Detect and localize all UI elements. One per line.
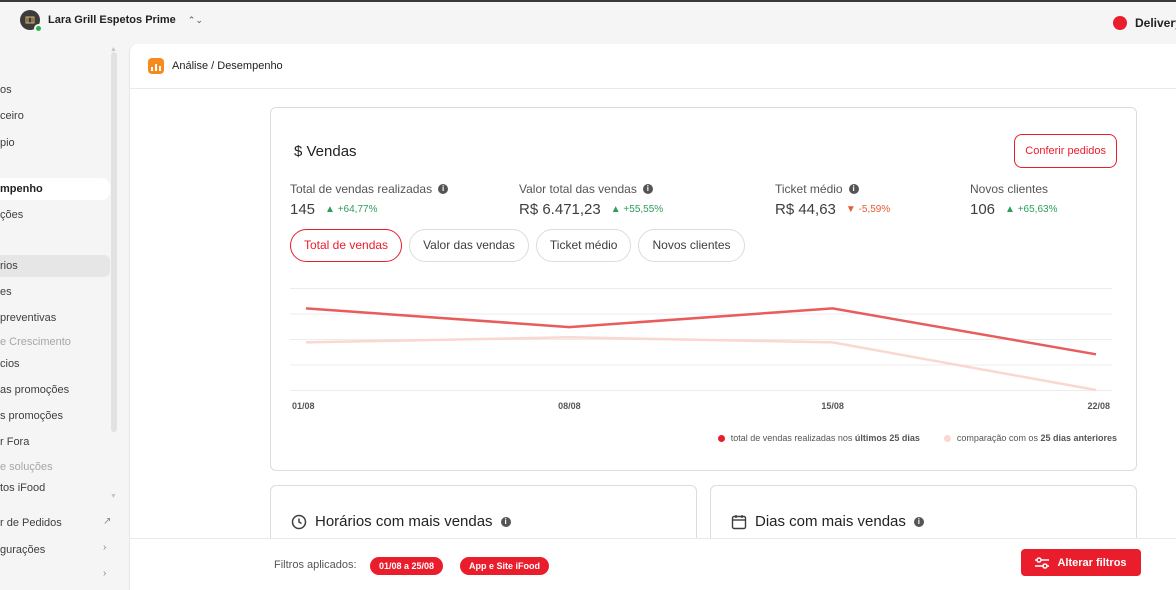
- metric-total-sales: Total de vendas realizadas i 145 ▲ +64,77%: [290, 182, 449, 218]
- sidebar-item[interactable]: e soluções: [0, 461, 53, 473]
- sidebar-item[interactable]: pio: [0, 137, 15, 149]
- sidebar-item[interactable]: r de Pedidos: [0, 517, 62, 529]
- metric-delta: ▲ +64,77%: [325, 204, 378, 215]
- main-content: Análise / Desempenho $ Vendas Conferir p…: [129, 44, 1176, 590]
- sidebar-item[interactable]: r Fora: [0, 436, 30, 448]
- info-icon[interactable]: i: [913, 516, 924, 527]
- filter-chip-channel[interactable]: App e Site iFood: [460, 557, 549, 575]
- sidebar-item[interactable]: tos iFood: [0, 482, 46, 494]
- metric-value: 145: [290, 201, 316, 218]
- sales-card: $ Vendas Conferir pedidos Total de venda…: [270, 107, 1137, 471]
- sidebar-item[interactable]: e Crescimento: [0, 336, 71, 348]
- sidebar: ▲ ▼ ↗ › › os ceiro pio mpenho ções rios es pre…: [0, 44, 128, 590]
- sidebar-item[interactable]: ceiro: [0, 110, 24, 122]
- metric-new-customers: Novos clientes 106 ▲ +65,63%: [970, 182, 1057, 218]
- calendar-icon: [731, 514, 747, 529]
- store-selector[interactable]: Lara Grill Espetos Prime ⌃⌄: [20, 10, 203, 33]
- x-tick-label: 22/08: [1087, 401, 1110, 411]
- x-tick-label: 08/08: [558, 401, 581, 411]
- store-name: Lara Grill Espetos Prime: [48, 14, 176, 26]
- hours-title: Horários com mais vendas: [315, 513, 493, 530]
- store-logo: [20, 10, 43, 33]
- breadcrumb-text: Análise / Desempenho: [172, 60, 283, 72]
- metric-value: R$ 44,63: [775, 201, 836, 218]
- external-link-icon[interactable]: ↗: [103, 516, 112, 527]
- x-tick-label: 01/08: [292, 401, 315, 411]
- sidebar-scrollbar[interactable]: [111, 52, 117, 432]
- x-tick-label: 15/08: [821, 401, 844, 411]
- sidebar-item[interactable]: os: [0, 84, 12, 96]
- change-filters-label: Alterar filtros: [1057, 556, 1127, 569]
- metric-label: Total de vendas realizadas: [290, 182, 433, 196]
- filters-footer: Filtros aplicados: 01/08 a 25/08 App e S…: [130, 538, 1176, 590]
- tab-new-customers[interactable]: Novos clientes: [638, 229, 745, 262]
- sales-line-chart: 01/08 08/08 15/08 22/08: [290, 288, 1112, 411]
- sidebar-item[interactable]: ções: [0, 209, 24, 221]
- sidebar-item[interactable]: s promoções: [0, 410, 63, 422]
- top-bar: Lara Grill Espetos Prime ⌃⌄ Delivery: [0, 0, 1176, 44]
- metric-avg-ticket: Ticket médio i R$ 44,63 ▼ -5,59%: [775, 182, 890, 218]
- legend-previous: comparação com os 25 dias anteriores: [943, 433, 1117, 443]
- tab-avg-ticket[interactable]: Ticket médio: [535, 229, 632, 262]
- sidebar-item[interactable]: mpenho: [0, 178, 110, 200]
- delivery-label: Delivery: [1135, 16, 1176, 30]
- chart-legend: total de vendas realizadas nos últimos 2…: [717, 433, 1117, 443]
- chevron-right-icon[interactable]: ›: [103, 542, 107, 553]
- metric-delta: ▼ -5,59%: [845, 204, 891, 215]
- series-line: [305, 336, 1097, 392]
- sidebar-item[interactable]: preventivas: [0, 312, 57, 324]
- sidebar-item[interactable]: gurações: [0, 544, 46, 556]
- sidebar-item[interactable]: es: [0, 286, 12, 298]
- sidebar-item[interactable]: [0, 565, 110, 587]
- filter-chip-date[interactable]: 01/08 a 25/08: [370, 557, 444, 575]
- sidebar-item[interactable]: cios: [0, 358, 20, 370]
- check-orders-button[interactable]: Conferir pedidos: [1014, 134, 1117, 168]
- online-status-dot: [34, 24, 43, 33]
- metric-label: Novos clientes: [970, 182, 1049, 196]
- sidebar-item[interactable]: rios: [0, 255, 110, 277]
- days-title: Dias com mais vendas: [755, 513, 906, 530]
- clock-icon: [291, 514, 307, 529]
- divider: [130, 88, 1176, 89]
- breadcrumb: Análise / Desempenho: [148, 58, 283, 74]
- metric-total-value: Valor total das vendas i R$ 6.471,23 ▲ +55…: [519, 182, 663, 218]
- metric-value: 106: [970, 201, 996, 218]
- chart-tabs: Total de vendas Valor das vendas Ticket …: [290, 229, 745, 262]
- legend-current: total de vendas realizadas nos últimos 2…: [717, 433, 920, 443]
- chart-icon: [148, 58, 164, 74]
- tab-total-sales[interactable]: Total de vendas: [290, 229, 403, 262]
- ifood-icon: [1113, 16, 1127, 30]
- chevron-right-icon[interactable]: ›: [103, 568, 107, 579]
- scroll-up-icon[interactable]: ▲: [110, 46, 117, 53]
- metric-label: Valor total das vendas: [519, 182, 637, 196]
- grill-icon: [25, 16, 35, 24]
- metric-delta: ▲ +65,63%: [1005, 204, 1058, 215]
- metric-delta: ▲ +55,55%: [610, 204, 664, 215]
- sales-title: $ Vendas: [294, 143, 357, 160]
- info-icon[interactable]: i: [848, 184, 859, 194]
- chevron-updown-icon: ⌃⌄: [187, 14, 203, 25]
- tab-sales-value[interactable]: Valor das vendas: [409, 229, 529, 262]
- filters-label: Filtros aplicados:: [274, 559, 357, 571]
- metric-label: Ticket médio: [775, 182, 843, 196]
- series-line: [305, 307, 1097, 356]
- sidebar-item[interactable]: as promoções: [0, 384, 70, 396]
- info-icon[interactable]: i: [438, 184, 449, 194]
- info-icon[interactable]: i: [500, 516, 511, 527]
- delivery-switch[interactable]: Delivery: [1113, 16, 1176, 30]
- info-icon[interactable]: i: [642, 184, 653, 194]
- metric-value: R$ 6.471,23: [519, 201, 601, 218]
- sliders-icon: [1035, 556, 1050, 569]
- scroll-down-icon[interactable]: ▼: [110, 493, 117, 500]
- change-filters-button[interactable]: Alterar filtros: [1021, 549, 1141, 576]
